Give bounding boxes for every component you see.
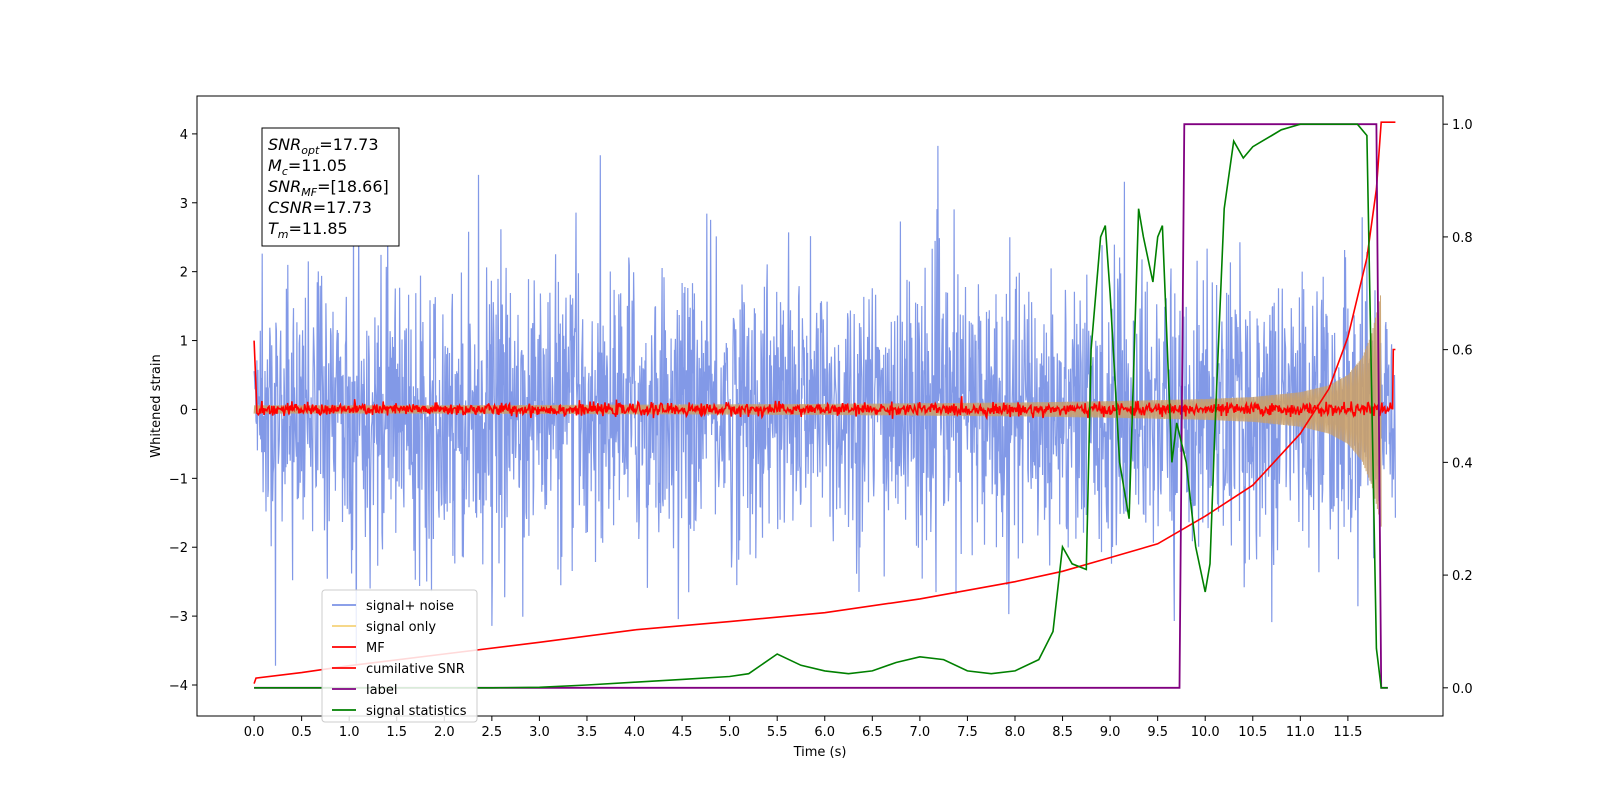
legend-label: MF bbox=[366, 641, 385, 656]
annotation-symbol: SNR bbox=[268, 177, 301, 196]
y-tick-label: −2 bbox=[169, 541, 188, 556]
x-tick-label: 3.0 bbox=[529, 725, 550, 740]
x-tick-label: 10.0 bbox=[1191, 725, 1220, 740]
x-tick-label: 4.0 bbox=[624, 725, 645, 740]
legend-frame bbox=[321, 589, 478, 723]
x-tick-label: 7.0 bbox=[910, 725, 931, 740]
legend-label: signal only bbox=[366, 620, 436, 635]
annotation-subscript: opt bbox=[301, 144, 320, 157]
y-tick-label: 1 bbox=[180, 335, 188, 350]
x-tick-label: 8.0 bbox=[1005, 725, 1026, 740]
y-axis-left: −4 −3 −2 −1 0 1 2 3 4 bbox=[169, 128, 197, 694]
annotation-line: Mc=11.05 bbox=[268, 156, 347, 178]
y2-tick-label: 0.8 bbox=[1452, 231, 1473, 246]
annotation-subscript: c bbox=[282, 165, 288, 178]
legend-label: signal statistics bbox=[366, 704, 467, 719]
x-tick-label: 9.5 bbox=[1147, 725, 1168, 740]
y-axis-right: 0.0 0.2 0.4 0.6 0.8 1.0 bbox=[1443, 118, 1473, 697]
legend: signal+ noise signal only MF cumilative SNR… bbox=[321, 589, 478, 723]
series-mf bbox=[253, 340, 1396, 421]
x-tick-label: 11.0 bbox=[1286, 725, 1315, 740]
axes-frame bbox=[196, 95, 1444, 717]
y-axis-title: Whitened strain bbox=[149, 354, 164, 457]
legend-label: label bbox=[366, 683, 397, 698]
annotation-symbol: M bbox=[268, 156, 282, 175]
x-tick-label: 0.5 bbox=[291, 725, 312, 740]
x-tick-label: 2.0 bbox=[434, 725, 455, 740]
x-tick-label: 6.0 bbox=[814, 725, 835, 740]
annotation-symbol: T bbox=[268, 219, 279, 238]
y-tick-label: −3 bbox=[169, 610, 188, 625]
x-tick-label: 5.5 bbox=[767, 725, 788, 740]
y2-tick-label: 1.0 bbox=[1452, 118, 1473, 133]
annotation-line: Tm=11.85 bbox=[268, 219, 348, 241]
annotation-symbol: CSNR bbox=[268, 198, 313, 217]
y-tick-label: 0 bbox=[180, 403, 188, 418]
x-tick-label: 11.5 bbox=[1333, 725, 1362, 740]
x-tick-label: 5.0 bbox=[719, 725, 740, 740]
annotation-frame bbox=[261, 127, 400, 247]
x-tick-label: 0.0 bbox=[244, 725, 265, 740]
y2-tick-label: 0.4 bbox=[1452, 456, 1473, 471]
stats-annotation-box: SNRopt=17.73Mc=11.05SNRMF=[18.66]CSNR=17… bbox=[261, 127, 400, 247]
y2-tick-label: 0.2 bbox=[1452, 569, 1473, 584]
x-tick-label: 10.5 bbox=[1238, 725, 1267, 740]
annotation-line: SNRopt=17.73 bbox=[268, 135, 379, 157]
legend-label: cumilative SNR bbox=[366, 662, 465, 677]
annotation-subscript: m bbox=[278, 228, 289, 241]
annotation-value: =11.05 bbox=[288, 156, 347, 175]
y2-tick-label: 0.0 bbox=[1452, 682, 1473, 697]
x-axis-title: Time (s) bbox=[793, 745, 847, 760]
y-tick-label: −4 bbox=[169, 679, 188, 694]
legend-label: signal+ noise bbox=[366, 599, 454, 614]
x-tick-label: 3.5 bbox=[577, 725, 598, 740]
annotation-line: CSNR=17.73 bbox=[268, 198, 372, 217]
x-tick-label: 4.5 bbox=[672, 725, 693, 740]
x-tick-label: 6.5 bbox=[862, 725, 883, 740]
annotation-line: SNRMF=[18.66] bbox=[268, 177, 389, 199]
x-tick-label: 1.0 bbox=[339, 725, 360, 740]
y-tick-label: 2 bbox=[180, 266, 188, 281]
x-tick-label: 9.0 bbox=[1100, 725, 1121, 740]
y-tick-label: 4 bbox=[180, 128, 188, 143]
y-tick-label: 3 bbox=[180, 197, 188, 212]
y-tick-label: −1 bbox=[169, 472, 188, 487]
y2-tick-label: 0.6 bbox=[1452, 344, 1473, 359]
x-axis: 0.0 0.5 1.0 1.5 2.0 2.5 3.0 3.5 4.0 4.5 5.0 5.5 6.0 6… bbox=[244, 716, 1362, 740]
series-signal-statistics bbox=[254, 123, 1388, 689]
x-tick-label: 1.5 bbox=[386, 725, 407, 740]
annotation-value: =17.73 bbox=[319, 135, 378, 154]
annotation-subscript: MF bbox=[301, 186, 317, 199]
x-tick-label: 7.5 bbox=[957, 725, 978, 740]
annotation-value: =11.85 bbox=[289, 219, 348, 238]
x-tick-label: 8.5 bbox=[1052, 725, 1073, 740]
series-signal-only bbox=[253, 295, 1382, 527]
x-tick-label: 2.5 bbox=[482, 725, 503, 740]
annotation-value: =17.73 bbox=[313, 198, 372, 217]
annotation-symbol: SNR bbox=[268, 135, 301, 154]
annotation-value: =[18.66] bbox=[317, 177, 389, 196]
